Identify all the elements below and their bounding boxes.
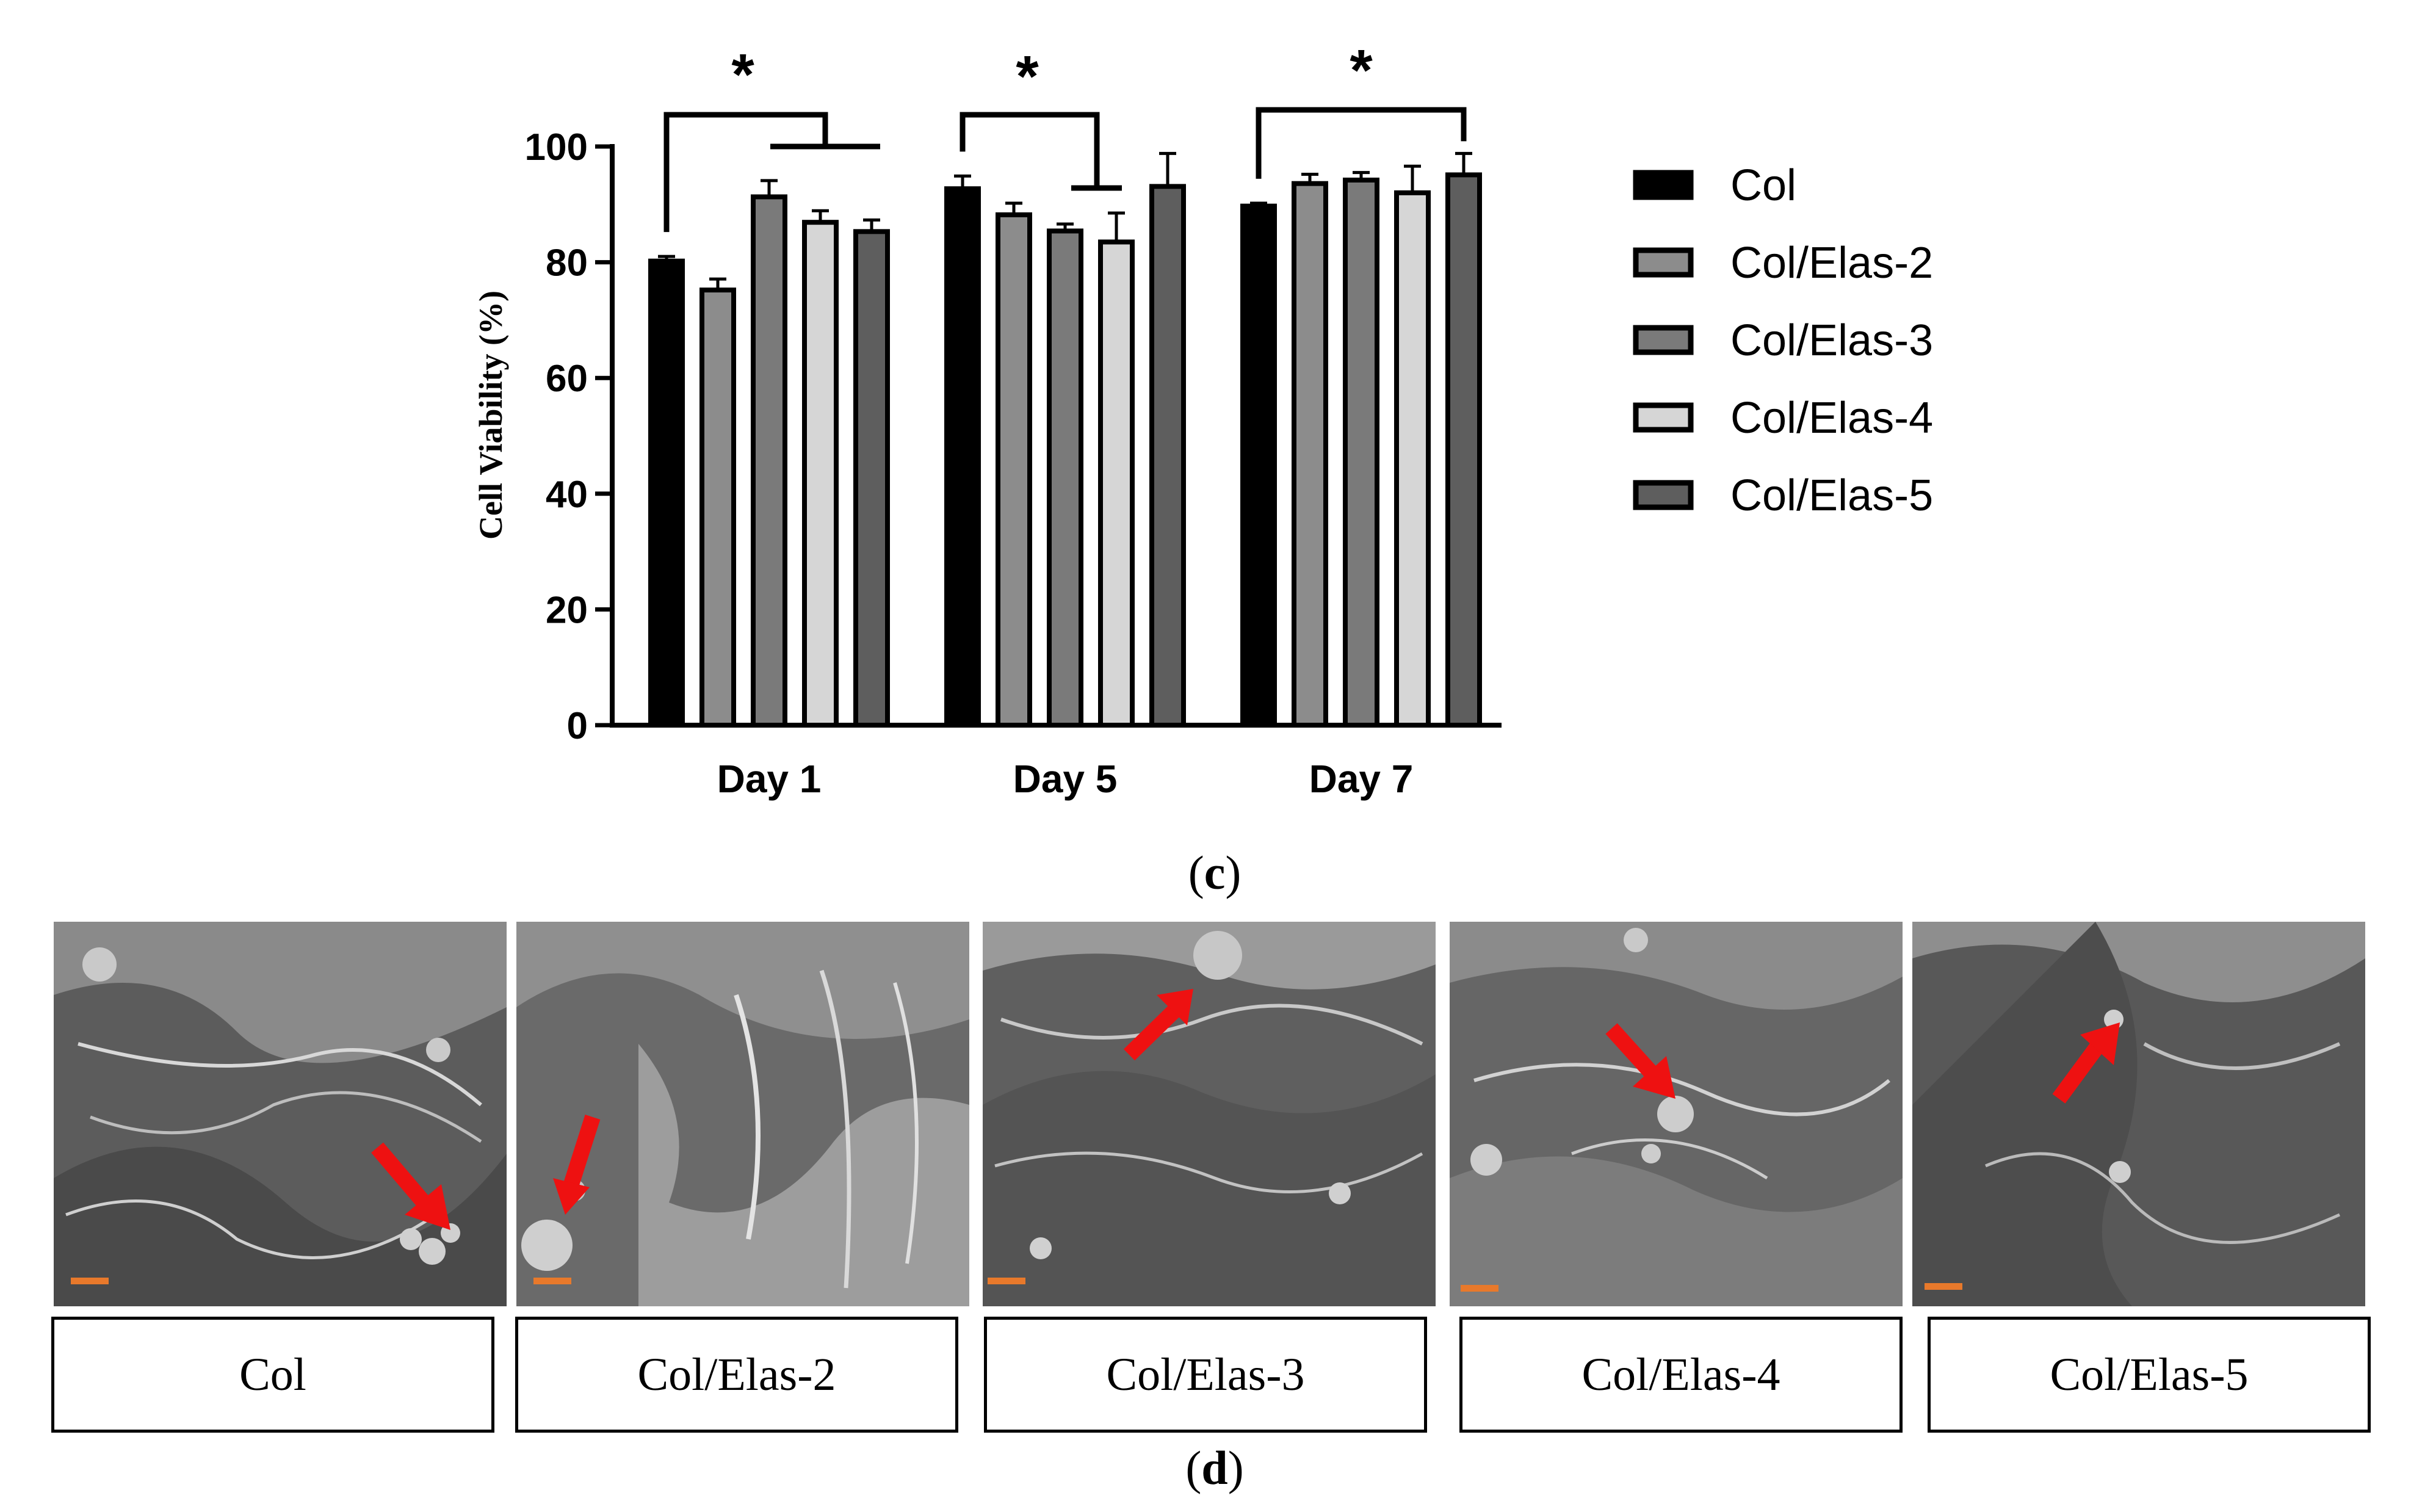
sem-label-col: Col <box>51 1317 494 1433</box>
sem-image-col-elas-3 <box>983 922 1436 1306</box>
significance-star: * <box>731 42 754 107</box>
bar <box>751 194 787 728</box>
scale-bar <box>1461 1285 1498 1292</box>
sem-texture <box>516 922 969 1306</box>
legend-swatch <box>1633 170 1694 200</box>
y-tick-label: 60 <box>546 358 588 400</box>
sem-texture <box>983 922 1436 1306</box>
sem-image-col-elas-4 <box>1450 922 1903 1306</box>
legend-swatch <box>1633 247 1694 278</box>
arrow-icon <box>553 1115 601 1215</box>
significance-bracket <box>1256 107 1467 179</box>
legend-label: Col/Elas-5 <box>1730 471 1933 520</box>
significance-bracket <box>960 112 1100 188</box>
chart-bars <box>648 151 1482 728</box>
scale-bar <box>1925 1283 1962 1290</box>
legend-swatch <box>1633 402 1694 433</box>
arrow-icon <box>371 1142 450 1230</box>
scale-bar <box>988 1278 1025 1284</box>
legend-label: Col/Elas-4 <box>1730 394 1933 443</box>
legend-swatch <box>1633 325 1694 355</box>
y-tick-label: 0 <box>567 705 588 747</box>
sem-label-col-elas-2: Col/Elas-2 <box>515 1317 958 1433</box>
legend-label: Col/Elas-3 <box>1730 316 1933 365</box>
panel-label-c: (c) <box>1188 846 1242 899</box>
panel-letter-d: d <box>1201 1441 1228 1494</box>
scale-bar <box>533 1278 571 1284</box>
bar <box>996 212 1032 728</box>
x-tick-label: Day 1 <box>717 757 822 801</box>
bar <box>1098 239 1135 728</box>
legend-swatch <box>1633 480 1694 510</box>
bar <box>1394 190 1431 728</box>
sem-image-col-elas-2 <box>516 922 969 1306</box>
chart-axes: 0 20 40 60 80 100 Cell Viability (%) Day 1 Day 5… <box>472 126 1502 801</box>
bar <box>1047 228 1083 728</box>
bar <box>944 186 981 728</box>
scale-bar <box>71 1278 109 1284</box>
legend-label: Col/Elas-2 <box>1730 239 1933 288</box>
y-axis-title: Cell Viability (%) <box>472 291 509 540</box>
y-tick-label: 40 <box>546 474 588 516</box>
legend-label: Col <box>1730 161 1796 210</box>
sem-label-col-elas-3: Col/Elas-3 <box>984 1317 1427 1433</box>
y-tick-label: 80 <box>546 242 588 284</box>
bar <box>1240 203 1277 728</box>
bar <box>1149 184 1186 728</box>
sem-texture <box>1450 922 1903 1306</box>
sem-label-col-elas-5: Col/Elas-5 <box>1928 1317 2371 1433</box>
significance-star: * <box>1016 44 1039 109</box>
bar <box>1292 181 1328 728</box>
x-tick-label: Day 7 <box>1309 757 1414 801</box>
panel-label-d: (d) <box>1185 1441 1244 1494</box>
y-tick-label: 100 <box>525 126 588 168</box>
y-tick-label: 20 <box>546 589 588 631</box>
bar <box>1445 172 1482 728</box>
x-tick-label: Day 5 <box>1013 757 1118 801</box>
bar <box>699 288 736 728</box>
arrow-icon <box>2052 1022 2120 1104</box>
arrow-icon <box>1605 1023 1675 1099</box>
bar <box>648 258 685 728</box>
chart-legend: Col Col/Elas-2 Col/Elas-3 Col/Elas-4 Col/Ela… <box>1633 161 1933 520</box>
sem-label-col-elas-4: Col/Elas-4 <box>1459 1317 1903 1433</box>
sem-image-col <box>54 922 507 1306</box>
panel-letter-c: c <box>1204 846 1226 899</box>
significance-brackets: * * * <box>663 38 1467 233</box>
sem-texture <box>1912 922 2365 1306</box>
bar <box>1343 177 1379 728</box>
bar <box>853 229 890 728</box>
significance-star: * <box>1350 38 1373 103</box>
sem-texture <box>54 922 507 1306</box>
bar <box>802 220 839 728</box>
arrow-icon <box>1123 989 1193 1061</box>
significance-bracket <box>663 112 828 233</box>
sem-image-col-elas-5 <box>1912 922 2365 1306</box>
